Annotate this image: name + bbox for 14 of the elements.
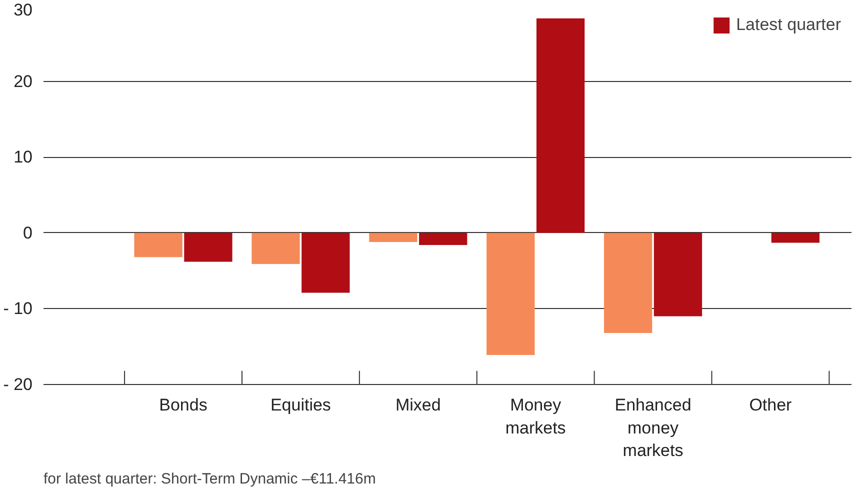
x-tick-label: Money markets: [505, 396, 566, 438]
y-tick-label: - 20: [3, 375, 33, 394]
y-tick-label: 30: [14, 0, 33, 20]
x-tick-label: Bonds: [159, 396, 208, 414]
y-tick-label: 0: [23, 223, 33, 242]
y-tick-label: - 10: [3, 299, 33, 318]
x-tick-label: Mixed: [395, 396, 441, 414]
x-tick-label: Other: [749, 396, 792, 414]
x-tick-label: Equities: [270, 396, 331, 414]
y-tick-label: 20: [14, 72, 33, 91]
legend-label: Latest quarter: [736, 15, 841, 35]
text: for latest quarter: Short-Term Dynamic –€11.416m: [44, 470, 376, 488]
x-tick-label: Enhanced money markets: [614, 396, 692, 460]
y-tick-label: 10: [14, 148, 33, 167]
